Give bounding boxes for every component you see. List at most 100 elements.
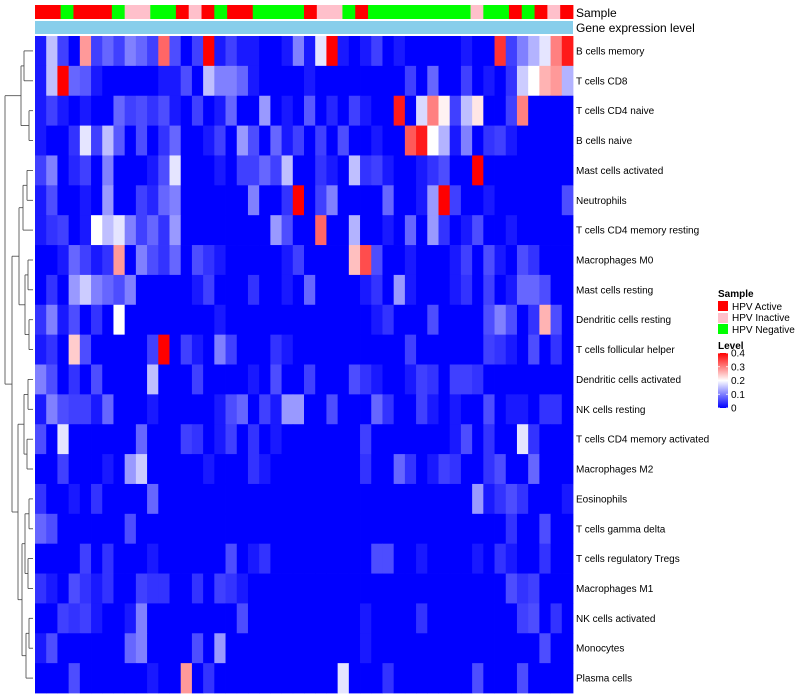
heatmap-cell xyxy=(494,543,507,574)
heatmap-cell xyxy=(393,215,406,246)
heatmap-cell xyxy=(348,424,361,455)
heatmap-cell xyxy=(35,573,47,604)
heatmap-cell xyxy=(236,454,249,485)
heatmap-cell xyxy=(382,95,395,126)
heatmap-cell xyxy=(91,95,103,126)
heatmap-cell xyxy=(483,424,495,455)
row-label: B cells memory xyxy=(576,46,644,57)
heatmap-cell xyxy=(147,633,159,664)
heatmap-cell xyxy=(35,334,47,365)
heatmap-cell xyxy=(404,274,417,306)
heatmap-cell xyxy=(516,185,529,216)
sample-annotation-cell xyxy=(508,5,523,19)
heatmap-cell xyxy=(91,304,103,336)
heatmap-cell xyxy=(259,65,271,97)
heatmap-cell xyxy=(46,185,58,216)
heatmap-cell xyxy=(382,215,395,246)
heatmap-cell xyxy=(483,364,495,395)
heatmap-cell xyxy=(191,215,204,246)
heatmap-cell xyxy=(180,603,193,634)
heatmap-cell xyxy=(214,543,226,574)
heatmap-cell xyxy=(203,304,215,336)
sample-annotation-cell xyxy=(380,5,395,19)
heatmap-cell xyxy=(236,185,249,216)
heatmap-cell xyxy=(91,513,103,545)
heatmap-cell xyxy=(158,364,170,395)
heatmap-cell xyxy=(539,274,551,306)
heatmap-cell xyxy=(46,513,58,545)
heatmap-cell xyxy=(483,454,495,485)
heatmap-cell xyxy=(124,65,137,97)
heatmap-cell xyxy=(191,245,204,276)
heatmap-cell xyxy=(214,454,226,485)
heatmap-cell xyxy=(113,424,126,455)
heatmap-cell xyxy=(57,573,70,604)
heatmap-cell xyxy=(337,573,350,604)
heatmap-cell xyxy=(124,364,137,395)
heatmap-cell xyxy=(113,663,126,694)
heatmap-cell xyxy=(360,215,372,246)
heatmap-cell xyxy=(158,95,170,126)
heatmap-cell xyxy=(124,334,137,365)
heatmap-cell xyxy=(472,65,484,97)
heatmap-cell xyxy=(158,603,170,634)
sample-annotation-cell xyxy=(342,5,356,19)
heatmap-cell xyxy=(304,633,316,664)
heatmap-cell xyxy=(561,603,574,634)
heatmap-cell xyxy=(158,663,170,694)
heatmap-cell xyxy=(35,185,47,216)
heatmap-cell xyxy=(539,185,551,216)
heatmap-cell xyxy=(438,304,451,336)
heatmap-cell xyxy=(348,334,361,365)
heatmap-cell xyxy=(382,36,395,67)
heatmap-cell xyxy=(259,603,271,634)
heatmap-cell xyxy=(561,394,574,425)
heatmap-cell xyxy=(326,334,339,365)
heatmap-cell xyxy=(247,36,260,67)
heatmap-cell xyxy=(147,364,159,395)
heatmap-cell xyxy=(505,304,518,336)
heatmap-cell xyxy=(483,663,495,694)
heatmap-cell xyxy=(561,304,574,336)
heatmap-cell xyxy=(91,483,103,515)
heatmap-cell xyxy=(393,274,406,306)
heatmap-cell xyxy=(360,334,372,365)
heatmap-cell xyxy=(203,663,215,694)
heatmap-cell xyxy=(236,483,249,515)
heatmap-cell xyxy=(404,543,417,574)
heatmap-cell xyxy=(348,394,361,425)
heatmap-cell xyxy=(124,573,137,604)
heatmap-cell xyxy=(416,633,428,664)
heatmap-cell xyxy=(214,633,226,664)
heatmap-cell xyxy=(191,36,204,67)
heatmap-cell xyxy=(135,483,148,515)
heatmap-cell xyxy=(528,454,540,485)
heatmap-cell xyxy=(304,215,316,246)
heatmap-cell xyxy=(539,155,551,186)
heatmap-cell xyxy=(438,424,451,455)
heatmap-cell xyxy=(348,633,361,664)
heatmap-cell xyxy=(281,125,294,156)
heatmap-cell xyxy=(337,215,350,246)
heatmap-cell xyxy=(404,364,417,395)
heatmap-cell xyxy=(113,394,126,425)
heatmap-cell xyxy=(124,125,137,156)
heatmap-cell xyxy=(449,633,462,664)
heatmap-cell xyxy=(225,513,238,545)
heatmap-cell xyxy=(494,454,507,485)
heatmap-cell xyxy=(247,513,260,545)
heatmap-cell xyxy=(360,95,372,126)
heatmap-cell xyxy=(46,274,58,306)
heatmap-cell xyxy=(135,513,148,545)
heatmap-cell xyxy=(57,543,70,574)
heatmap-cell xyxy=(57,274,70,306)
heatmap-cell xyxy=(214,334,226,365)
heatmap-cell xyxy=(472,573,484,604)
heatmap-cell xyxy=(315,573,327,604)
heatmap-cell xyxy=(337,125,350,156)
heatmap-cell xyxy=(315,603,327,634)
heatmap-cell xyxy=(393,543,406,574)
heatmap-cell xyxy=(57,663,70,694)
heatmap-cell xyxy=(528,483,540,515)
heatmap-cell xyxy=(416,663,428,694)
